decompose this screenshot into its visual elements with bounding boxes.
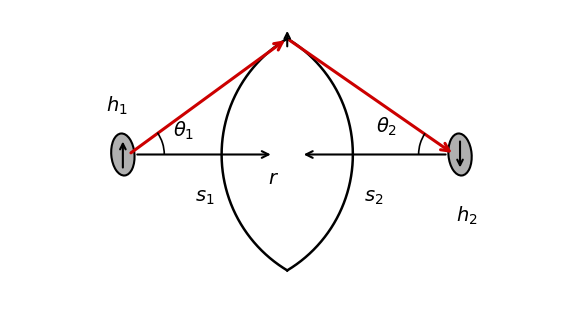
Ellipse shape [111, 133, 135, 176]
Text: $\theta_1$: $\theta_1$ [173, 120, 195, 142]
Text: $s_2$: $s_2$ [364, 188, 383, 207]
Text: $h_2$: $h_2$ [456, 205, 477, 227]
Ellipse shape [448, 133, 472, 176]
Text: $\theta_2$: $\theta_2$ [376, 116, 397, 138]
Text: $s_1$: $s_1$ [195, 188, 215, 207]
Text: $r$: $r$ [268, 169, 279, 188]
Text: $h_1$: $h_1$ [106, 94, 128, 116]
